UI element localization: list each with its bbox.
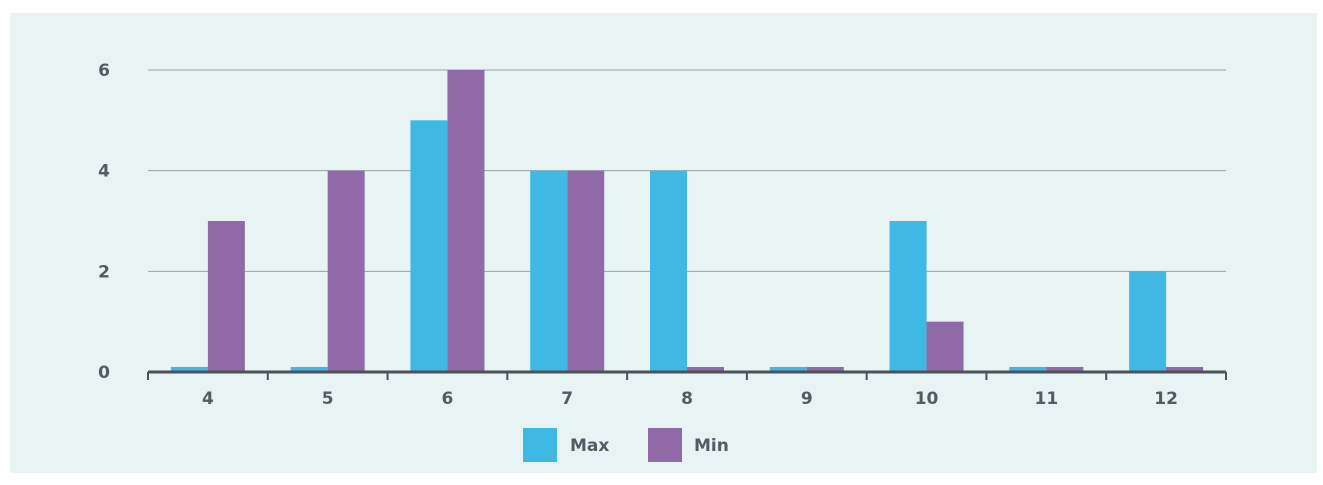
axes: 0 2 4 6 4 5 6 7 8 9 10 11 12 xyxy=(98,61,1227,409)
bar-min-10 xyxy=(926,321,964,372)
bar-min-6 xyxy=(447,70,485,372)
bar-min-11 xyxy=(1046,366,1084,372)
bars xyxy=(170,70,1204,372)
x-tick-label: 10 xyxy=(915,389,939,409)
legend: Max Min xyxy=(523,428,729,462)
bar-min-7 xyxy=(567,170,605,372)
bar-max-10 xyxy=(889,221,927,372)
x-tick-label: 11 xyxy=(1034,389,1058,409)
bar-max-6 xyxy=(410,120,448,372)
bar-max-8 xyxy=(650,170,687,372)
bar-min-8 xyxy=(687,366,724,372)
legend-swatch-min xyxy=(648,428,682,462)
x-tick-label: 7 xyxy=(561,389,573,409)
bar-min-5 xyxy=(327,170,365,372)
x-tick-label: 4 xyxy=(202,389,214,409)
bar-min-4 xyxy=(207,221,245,372)
bar-max-7 xyxy=(530,170,568,372)
x-tick-label: 12 xyxy=(1154,389,1178,409)
bar-max-12 xyxy=(1129,271,1167,372)
x-tick-label: 6 xyxy=(442,389,454,409)
y-tick-label: 4 xyxy=(98,162,110,182)
bar-min-12 xyxy=(1166,366,1204,372)
y-tick-label: 6 xyxy=(98,61,110,81)
bar-min-9 xyxy=(806,366,844,372)
y-tick-label: 2 xyxy=(98,262,110,282)
y-tick-label: 0 xyxy=(98,363,110,383)
bar-max-4 xyxy=(170,366,208,372)
bar-max-9 xyxy=(769,366,807,372)
legend-label-min: Min xyxy=(694,436,729,456)
bar-max-11 xyxy=(1009,366,1047,372)
x-tick-label: 9 xyxy=(801,389,813,409)
legend-swatch-max xyxy=(523,428,557,462)
bar-max-5 xyxy=(290,366,328,372)
x-tick-label: 8 xyxy=(681,389,693,409)
legend-label-max: Max xyxy=(570,436,609,456)
x-tick-label: 5 xyxy=(322,389,334,409)
